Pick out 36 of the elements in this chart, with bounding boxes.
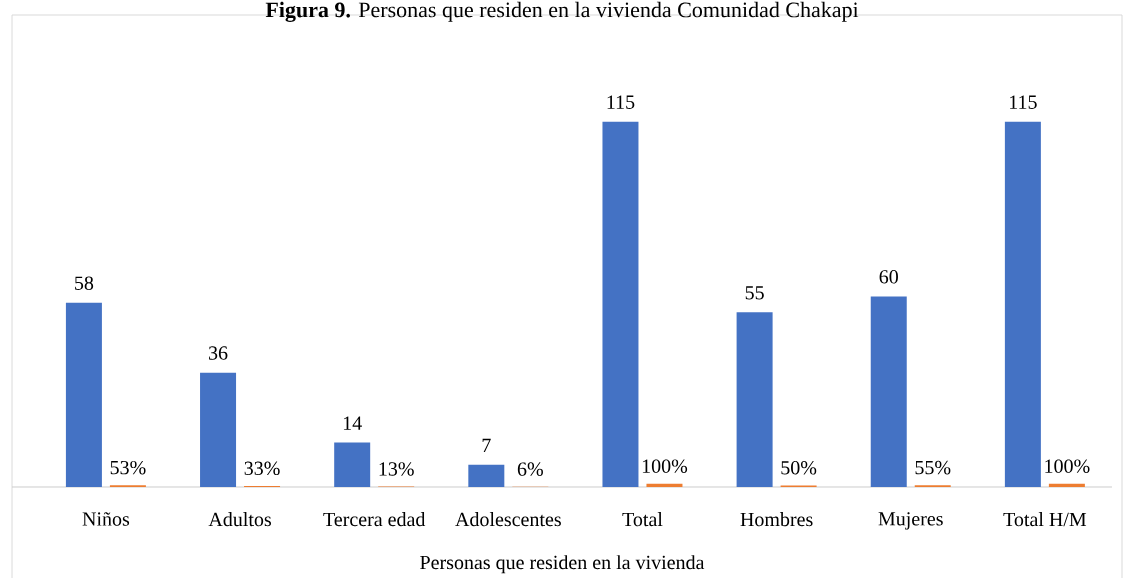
x-tick-label: Adolescentes bbox=[455, 512, 561, 527]
data-label: 115 bbox=[1010, 95, 1037, 109]
bar bbox=[200, 372, 237, 487]
data-label: 6% bbox=[517, 462, 543, 476]
bar bbox=[468, 464, 505, 487]
data-label: 7 bbox=[482, 438, 491, 452]
bar bbox=[602, 121, 639, 487]
data-label: 60 bbox=[879, 270, 898, 284]
bar bbox=[65, 302, 102, 487]
data-label: 53% bbox=[110, 460, 146, 475]
bar bbox=[334, 442, 371, 487]
data-label: 55 bbox=[745, 286, 764, 300]
bar bbox=[646, 483, 683, 487]
data-label: 50% bbox=[781, 460, 817, 475]
bar bbox=[736, 312, 773, 487]
data-label: 100% bbox=[1045, 459, 1090, 473]
data-label: 115 bbox=[607, 95, 635, 109]
data-label: 13% bbox=[379, 462, 414, 476]
x-tick-label: Niños bbox=[82, 512, 130, 526]
x-tick-label: Mujeres bbox=[878, 512, 943, 530]
bar bbox=[1048, 483, 1085, 487]
x-tick-label: Hombres bbox=[740, 512, 813, 527]
chart-title: Figura 9. Personas que residen en la vivienda Comunidad Chakapi bbox=[265, 1, 859, 22]
x-tick-label: Tercera edad bbox=[323, 512, 426, 527]
x-tick-label: Total bbox=[622, 512, 663, 527]
bar bbox=[870, 296, 907, 487]
x-axis-title: Personas que residen en la vivienda bbox=[420, 555, 705, 574]
data-label: 58 bbox=[75, 276, 94, 290]
data-label: 33% bbox=[244, 461, 280, 476]
data-label: 14 bbox=[343, 416, 362, 430]
x-tick-label: Total H/M bbox=[1003, 512, 1087, 527]
data-label: 36 bbox=[209, 346, 228, 360]
data-label: 55% bbox=[915, 460, 951, 475]
x-tick-label: Adultos bbox=[208, 512, 271, 527]
data-label: 100% bbox=[642, 459, 688, 473]
bar bbox=[1004, 121, 1041, 487]
